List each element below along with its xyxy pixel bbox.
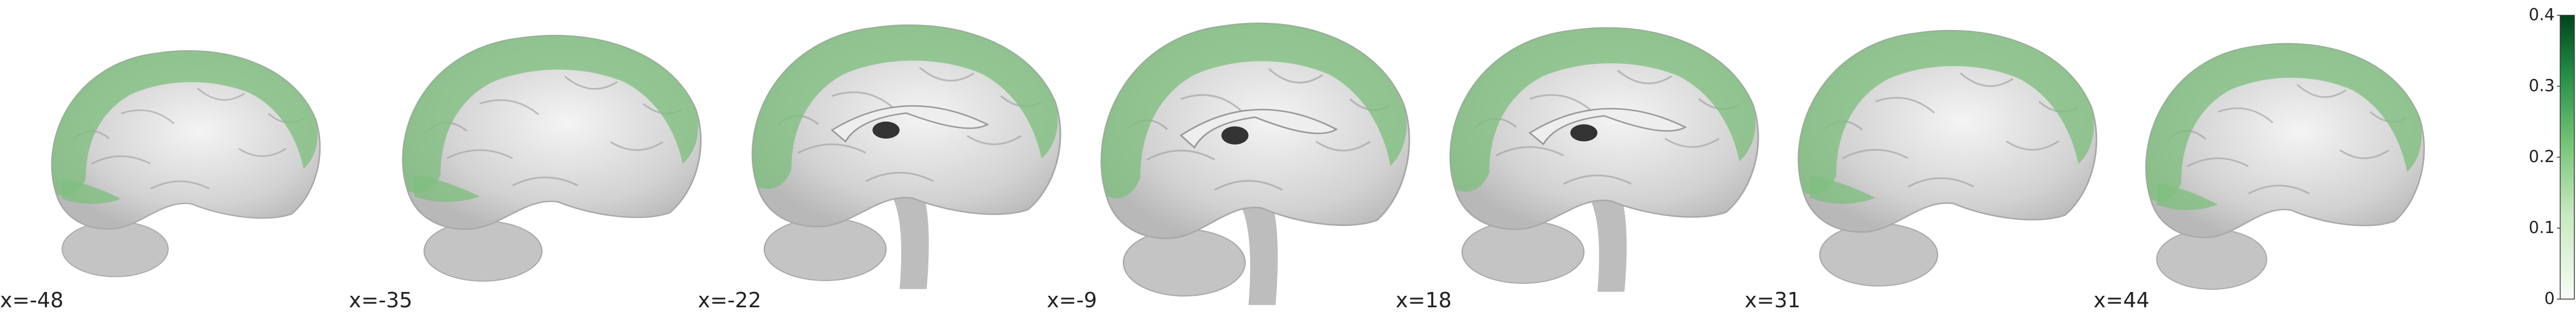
brain-slice-image [751,24,1061,289]
corpus-callosum-shape [830,105,990,143]
activation-overlay [1798,31,2094,195]
colorbar-tick-label: 0.3 [2529,76,2555,96]
cerebellum-shape [1123,229,1246,297]
brainstem-shape [886,181,929,289]
brain-slice-image [1797,29,2097,287]
cerebellum-shape [1819,223,1939,287]
activation-overlay [2157,183,2218,210]
corpus-callosum-shape [1179,109,1338,149]
colorbar-gradient [2557,15,2575,300]
slice-panel: x=-22 [698,0,1061,314]
slice-panel: x=31 [1745,0,2097,314]
ventricle-shape [872,121,900,139]
activation-overlay [1810,175,1875,204]
brain-slice-image [2145,43,2425,290]
slice-coordinate-label: x=31 [1745,288,1801,312]
cerebellum-shape [61,220,169,277]
activation-overlay [2146,44,2422,201]
colorbar-tick-label: 0.1 [2529,218,2555,237]
slice-coordinate-label: x=-35 [349,288,413,312]
slice-coordinate-label: x=18 [1396,288,1452,312]
activation-overlay [414,175,480,202]
slice-coordinate-label: x=44 [2094,288,2150,312]
brain-slice-image [1100,22,1410,305]
colorbar-tick-label: 0.4 [2529,5,2555,25]
brain-slice-image [51,50,321,277]
activation-overlay [62,178,121,204]
slice-panel: x=18 [1396,0,1759,314]
colorbar-tick-label: 0.2 [2529,147,2555,166]
colorbar-tick-label: 0 [2544,289,2555,308]
activation-overlay [1450,28,1756,192]
colorbar: 0 0.1 0.2 0.3 0.4 [2519,0,2576,314]
activation-overlay [1101,23,1407,199]
brainstem-shape [1235,190,1278,305]
slice-panel: x=44 [2094,0,2425,314]
brain-slice-image [1449,27,1759,292]
brain-slice-image [402,34,702,282]
cerebellum-shape [1461,220,1585,284]
ventricle-shape [1570,124,1597,141]
colorbar-bar [2560,15,2575,300]
activation-overlay [52,51,318,196]
slice-coordinate-label: x=-48 [0,288,64,312]
cerebellum-shape [763,217,887,282]
slice-panel: x=-48 [0,0,321,314]
slice-coordinate-label: x=-9 [1047,288,1097,312]
ventricle-shape [1221,126,1248,145]
slice-panel: x=-9 [1047,0,1410,314]
activation-overlay [752,25,1058,189]
slice-coordinate-label: x=-22 [698,288,762,312]
activation-overlay [402,35,698,193]
corpus-callosum-shape [1528,108,1687,146]
cerebellum-shape [423,220,543,282]
slice-panel: x=-35 [349,0,702,314]
brainstem-shape [1584,184,1627,292]
cerebellum-shape [2156,229,2267,290]
